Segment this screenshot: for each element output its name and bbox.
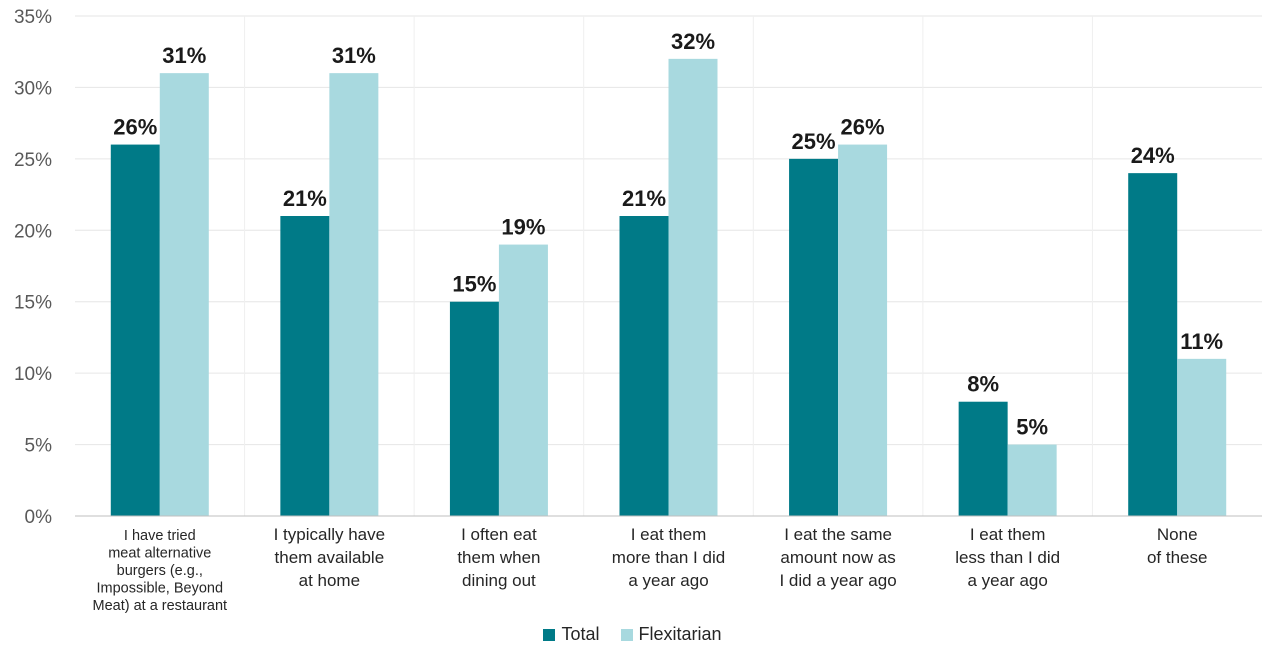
x-category-label-line: more than I did [612,548,725,567]
x-category-label-line: I eat them [970,525,1046,544]
x-category-label-line: I typically have [274,525,386,544]
x-category-label-line: them available [275,548,385,567]
legend-swatch-flexitarian [620,628,633,641]
x-category-label-line: None [1157,525,1198,544]
y-tick-label: 10% [14,364,52,385]
bar-flexitarian [838,144,888,517]
y-tick-label: 30% [14,78,52,99]
x-category-label-line: amount now as [780,548,895,567]
bar-flexitarian [1177,358,1227,516]
x-category-label-line: dining out [462,571,536,590]
legend: Total Flexitarian [0,624,1265,646]
data-label-total: 25% [792,129,836,154]
y-tick-label: 0% [25,507,53,528]
x-category-label-line: Impossible, Beyond [97,581,224,597]
x-category-label: None of these [1147,525,1208,567]
x-category-label: I eat the same amount now as I did a year … [779,525,896,590]
x-category-label-line: I often eat [461,525,537,544]
y-axis: 0% 5% 10% 15% 20% 25% 30% 35% [14,7,52,528]
x-category-label-line: a year ago [967,571,1047,590]
y-tick-label: 25% [14,150,52,171]
x-category-label-line: at home [299,571,360,590]
y-tick-label: 15% [14,293,52,314]
x-category-label-line: them when [457,548,540,567]
bar-flexitarian [498,244,548,517]
bar-total [280,216,330,516]
x-category-label-line: burgers (e.g., [117,563,203,579]
bars [110,58,1227,517]
data-label-flexitarian: 31% [332,43,376,68]
x-category-label-line: I did a year ago [779,571,896,590]
x-category-label-line: Meat) at a restaurant [92,598,227,614]
bar-total [958,401,1008,516]
legend-item-total: Total [543,624,599,645]
legend-swatch-total [543,628,556,641]
data-label-flexitarian: 31% [162,43,206,68]
bar-flexitarian [668,58,718,516]
legend-label-total: Total [561,624,600,644]
data-label-total: 21% [283,186,327,211]
x-category-label-line: less than I did [955,548,1060,567]
x-category-label: I eat them less than I did a year ago [955,525,1060,590]
y-tick-label: 20% [14,221,52,242]
x-category-label: I often eat them when dining out [457,525,540,590]
y-tick-label: 35% [14,7,52,28]
data-label-total: 24% [1131,143,1175,168]
x-category-label-line: I eat the same [784,525,892,544]
data-label-total: 8% [967,372,999,397]
legend-label-flexitarian: Flexitarian [638,624,722,644]
x-category-label: I typically have them available at home [274,525,386,590]
x-category-label-line: of these [1147,548,1208,567]
x-category-label-line: I eat them [631,525,707,544]
x-category-label-line: I have tried [124,528,196,544]
x-axis: I have tried meat alternative burgers (e.g… [75,515,1262,614]
data-label-flexitarian: 26% [841,115,885,140]
x-category-label-line: a year ago [628,571,708,590]
data-label-total: 26% [113,115,157,140]
bar-flexitarian [159,73,209,517]
bar-total [619,216,669,516]
legend-item-flexitarian: Flexitarian [620,624,722,645]
bar-total [789,158,839,516]
data-labels: 26%31%21%31%15%19%21%32%25%26%8%5%24%11% [113,29,1223,440]
y-tick-label: 5% [25,436,53,457]
data-label-flexitarian: 32% [671,29,715,54]
data-label-total: 15% [452,272,496,297]
x-category-label-line: meat alternative [108,546,211,562]
bar-flexitarian [329,73,379,517]
x-category-label: I eat them more than I did a year ago [612,525,725,590]
bar-total [110,144,160,517]
data-label-flexitarian: 11% [1180,329,1223,354]
bar-total [1128,173,1178,516]
data-label-total: 21% [622,186,666,211]
bar-flexitarian [1007,444,1057,516]
bar-total [449,301,499,516]
x-category-label: I have tried meat alternative burgers (e.g… [92,528,227,614]
data-label-flexitarian: 19% [501,215,545,240]
data-label-flexitarian: 5% [1016,415,1048,440]
